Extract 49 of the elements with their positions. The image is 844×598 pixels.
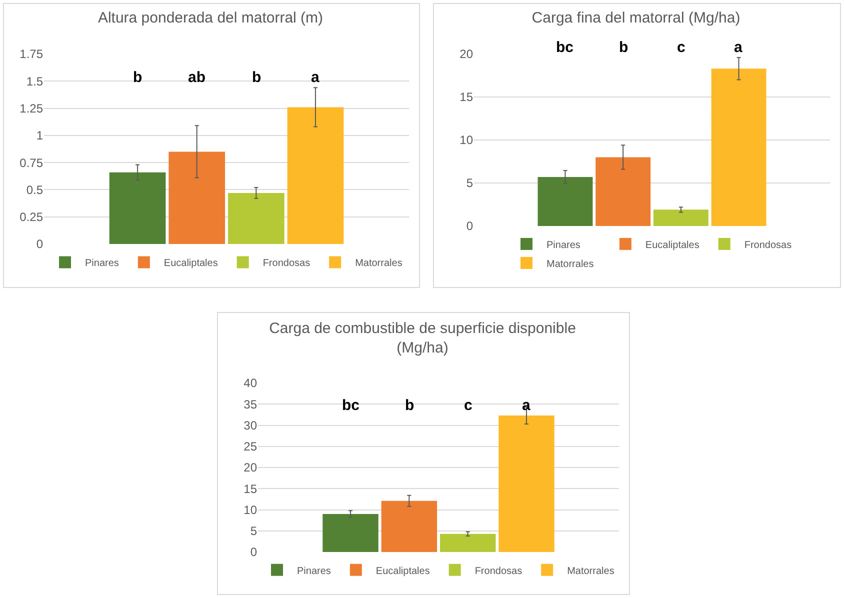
y-tick-label: 35 <box>244 397 258 412</box>
y-tick-label: 10 <box>244 502 258 517</box>
chart-title: Altura ponderada del matorral (m) <box>98 10 324 26</box>
legend-label: Eucaliptales <box>376 566 430 577</box>
y-tick-label: 0 <box>466 219 474 234</box>
legend-label: Pinares <box>546 240 580 251</box>
y-tick-label: 25 <box>244 440 258 454</box>
legend-label: Pinares <box>297 566 331 577</box>
y-tick-label: 20 <box>244 460 258 475</box>
annotation: b <box>405 397 414 414</box>
annotation: a <box>522 397 531 414</box>
y-tick-label: 5 <box>466 176 474 190</box>
annotation: b <box>252 69 262 86</box>
chart-title: Carga fina del matorral (Mg/ha) <box>532 10 740 26</box>
y-tick-label: 0.5 <box>26 182 44 197</box>
legend-label: Eucaliptales <box>645 240 700 251</box>
annotation: b <box>133 69 142 86</box>
annotation: b <box>619 39 628 56</box>
annotation: bc <box>342 397 360 414</box>
legend-label: Pinares <box>85 258 119 270</box>
annotation: bc <box>556 39 574 56</box>
annotation: ab <box>188 69 206 86</box>
legend-label: Matorrales <box>567 566 614 577</box>
y-tick-label: 0.75 <box>20 156 44 170</box>
y-tick-label: 5 <box>250 524 258 538</box>
y-tick-label: 40 <box>244 376 258 390</box>
annotation: a <box>311 69 320 86</box>
legend-label: Matorrales <box>546 258 594 270</box>
y-tick-label: 15 <box>244 482 258 496</box>
annotation: c <box>464 397 472 414</box>
y-tick-label: 1.75 <box>20 47 44 62</box>
y-tick-label: 1.5 <box>26 74 44 88</box>
y-tick-label: 1 <box>36 128 44 143</box>
annotation: a <box>734 39 743 56</box>
legend-label: Eucaliptales <box>164 258 218 270</box>
y-tick-label: 0.25 <box>20 210 44 224</box>
chart-title: Carga de combustible de superficie disponible (Mg/ha) <box>269 320 576 356</box>
y-tick-label: 15 <box>460 90 474 104</box>
y-tick-label: 1.25 <box>20 101 44 116</box>
legend-label: Matorrales <box>355 258 402 270</box>
annotation: c <box>677 39 686 56</box>
y-tick-label: 0 <box>250 545 258 560</box>
y-tick-label: 20 <box>460 47 474 62</box>
legend-label: Frondosas <box>474 566 522 577</box>
y-tick-label: 0 <box>36 237 44 252</box>
y-tick-label: 10 <box>460 133 474 148</box>
legend-label: Frondosas <box>744 240 792 251</box>
legend-label: Frondosas <box>262 258 310 270</box>
y-tick-label: 30 <box>244 418 258 432</box>
